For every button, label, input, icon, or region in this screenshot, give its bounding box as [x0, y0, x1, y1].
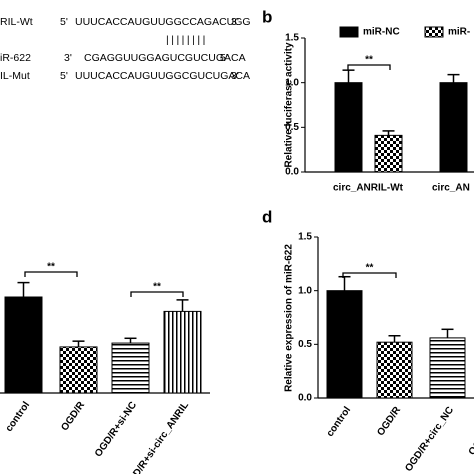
pairing: ||||||||	[166, 34, 208, 46]
x-tick-label: OGD/R+circ_NC	[403, 405, 456, 474]
x-tick-label: OGD/R	[375, 404, 403, 438]
x-tick-label: OGD/R	[59, 399, 87, 433]
significance-bracket	[130, 291, 184, 297]
x-tick-label: OGD/R+circ	[467, 405, 474, 458]
significance-bracket	[24, 271, 78, 277]
x-tick-label: circ_ANRIL-Wt	[333, 183, 404, 194]
bar	[59, 346, 98, 394]
y-tick-label: 1.0	[298, 285, 312, 296]
legend-label: miR-	[448, 27, 470, 38]
y-tick-label: 0.5	[298, 339, 312, 350]
legend-label: miR-NC	[363, 27, 400, 38]
y-tick-label: 0.5	[285, 122, 299, 133]
bar	[429, 337, 466, 399]
sequence-name: RIL-Wt	[0, 16, 33, 28]
x-tick-label: control	[325, 405, 354, 439]
significance-bracket	[347, 64, 391, 70]
significance-label: **	[366, 263, 374, 274]
panel-letter: b	[262, 7, 272, 26]
y-tick-label: 1.5	[298, 232, 312, 243]
y-tick-label: 1.0	[285, 77, 299, 88]
significance-bracket	[342, 272, 397, 278]
bar	[326, 290, 363, 399]
bar	[334, 82, 363, 173]
bar	[4, 296, 43, 394]
y-tick-label: 0.0	[298, 393, 312, 404]
bar	[374, 134, 403, 173]
y-tick-label: 0.0	[285, 167, 299, 178]
x-tick-label: control	[4, 400, 33, 434]
x-tick-label: OGD/R+si-NC	[93, 400, 139, 459]
significance-label: **	[365, 55, 373, 66]
legend-swatch	[339, 26, 359, 38]
significance-label: **	[153, 282, 161, 293]
sequence-name: IL-Mut	[0, 70, 30, 82]
sequence-left: 5'	[60, 70, 68, 82]
sequence-name: iR-622	[0, 52, 31, 64]
bar	[163, 310, 202, 394]
sequence-right: 5'	[220, 52, 228, 64]
significance-label: **	[47, 262, 55, 273]
y-axis-label: Relative luciferase activity	[284, 42, 295, 168]
sequence-seq: CGAGGUUGGAGUCGUCUGACA	[84, 52, 246, 64]
y-tick-label: 1.5	[285, 33, 299, 44]
sequence-right: 3'	[231, 70, 239, 82]
bar	[376, 341, 413, 399]
panel-letter: d	[262, 207, 272, 226]
bar-chart: control OGD/R OGD/R+si-NCOGD/R+si-circ_ANR…	[0, 262, 210, 474]
bar	[439, 82, 468, 173]
y-axis-label: Relative expression of miR-622	[284, 244, 295, 392]
x-tick-label: circ_AN	[432, 183, 470, 194]
sequence-right: 3'	[231, 16, 239, 28]
sequence-left: 3'	[64, 52, 72, 64]
sequence-seq: UUUCACCAUGUUGGCCAGACUGG	[75, 16, 251, 28]
bar	[111, 342, 150, 394]
sequence-left: 5'	[60, 16, 68, 28]
sequence-seq: UUUCACCAUGUUGGCGUCUGACA	[75, 70, 250, 82]
legend-swatch	[424, 26, 444, 38]
